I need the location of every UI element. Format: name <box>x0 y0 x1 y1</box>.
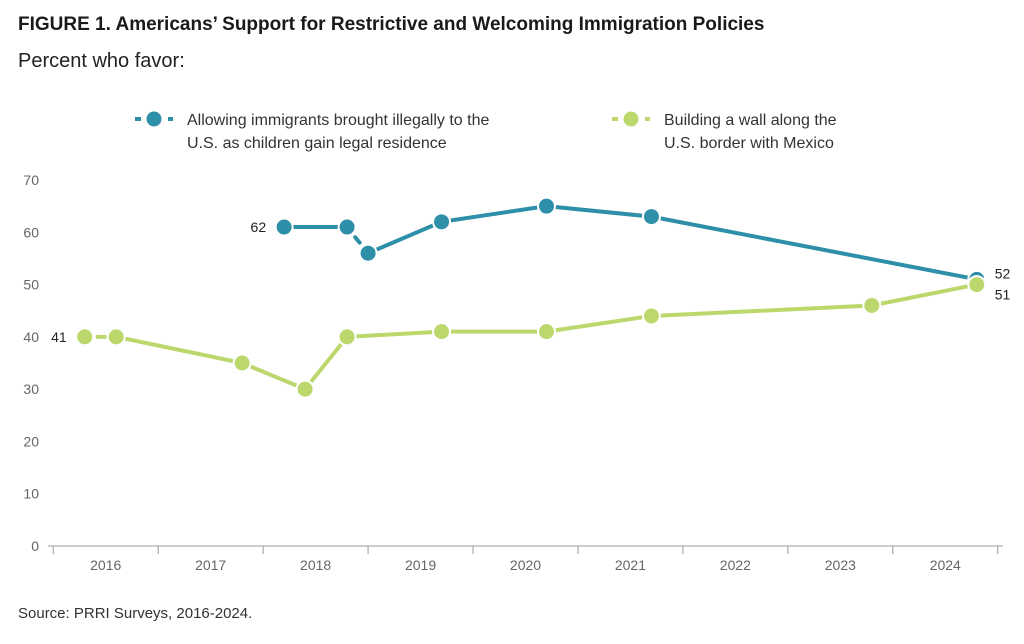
chart-subtitle: Percent who favor: <box>18 50 185 72</box>
x-tick-label: 2024 <box>930 557 961 573</box>
chart-title: FIGURE 1. Americans’ Support for Restric… <box>18 14 765 35</box>
legend-1-marker <box>144 109 164 129</box>
y-tick-label: 10 <box>23 486 39 502</box>
y-tick-label: 0 <box>31 538 39 554</box>
series-2-point <box>337 327 357 347</box>
y-tick-label: 40 <box>23 329 39 345</box>
x-tick-label: 2019 <box>405 557 436 573</box>
y-tick-label: 30 <box>23 381 39 397</box>
series-2-segment <box>114 334 245 365</box>
series-1-segment <box>649 214 979 282</box>
series-2-segment <box>649 303 874 318</box>
legend-1-label: U.S. as children gain legal residence <box>187 135 447 152</box>
y-tick-label: 60 <box>23 224 39 240</box>
series-1-point <box>358 243 378 263</box>
series-2-point <box>536 322 556 342</box>
series-2-segment <box>303 334 350 392</box>
x-tick-label: 2018 <box>300 557 331 573</box>
x-tick-label: 2023 <box>825 557 856 573</box>
series-2-point <box>967 275 987 295</box>
legend-2-label: U.S. border with Mexico <box>664 135 834 152</box>
legend-2-marker <box>621 109 641 129</box>
legend-2-label: Building a wall along the <box>664 112 837 129</box>
series-1-point <box>274 217 294 237</box>
series-1-segment <box>544 204 654 219</box>
series-2-first-label: 41 <box>51 329 67 345</box>
legend-1-label: Allowing immigrants brought illegally to… <box>187 112 489 129</box>
y-tick-label: 70 <box>23 172 39 188</box>
series-1-point <box>432 212 452 232</box>
series-2-segment <box>345 329 444 339</box>
series-1-first-label: 62 <box>251 219 267 235</box>
series-2-point <box>232 353 252 373</box>
series-2-point <box>75 327 95 347</box>
series-1-point <box>536 196 556 216</box>
series-2-last-label: 51 <box>995 287 1011 303</box>
series-2-point <box>432 322 452 342</box>
x-tick-label: 2021 <box>615 557 646 573</box>
series-1-segment <box>439 204 549 224</box>
series-2-point <box>106 327 126 347</box>
series-1-segment <box>366 219 444 256</box>
series-2-point <box>295 379 315 399</box>
series-1-point <box>641 207 661 227</box>
y-tick-label: 50 <box>23 277 39 293</box>
x-tick-label: 2017 <box>195 557 226 573</box>
x-tick-label: 2020 <box>510 557 541 573</box>
series-1-point <box>337 217 357 237</box>
series-1-last-label: 52 <box>995 265 1011 281</box>
series-2-point <box>862 295 882 315</box>
series-2-segment <box>869 282 979 308</box>
y-tick-label: 20 <box>23 433 39 449</box>
series-2-point <box>641 306 661 326</box>
x-tick-label: 2016 <box>90 557 121 573</box>
x-tick-label: 2022 <box>720 557 751 573</box>
series-2-segment <box>240 361 308 392</box>
series-2-segment <box>544 313 654 334</box>
source-note: Source: PRRI Surveys, 2016-2024. <box>18 605 253 622</box>
